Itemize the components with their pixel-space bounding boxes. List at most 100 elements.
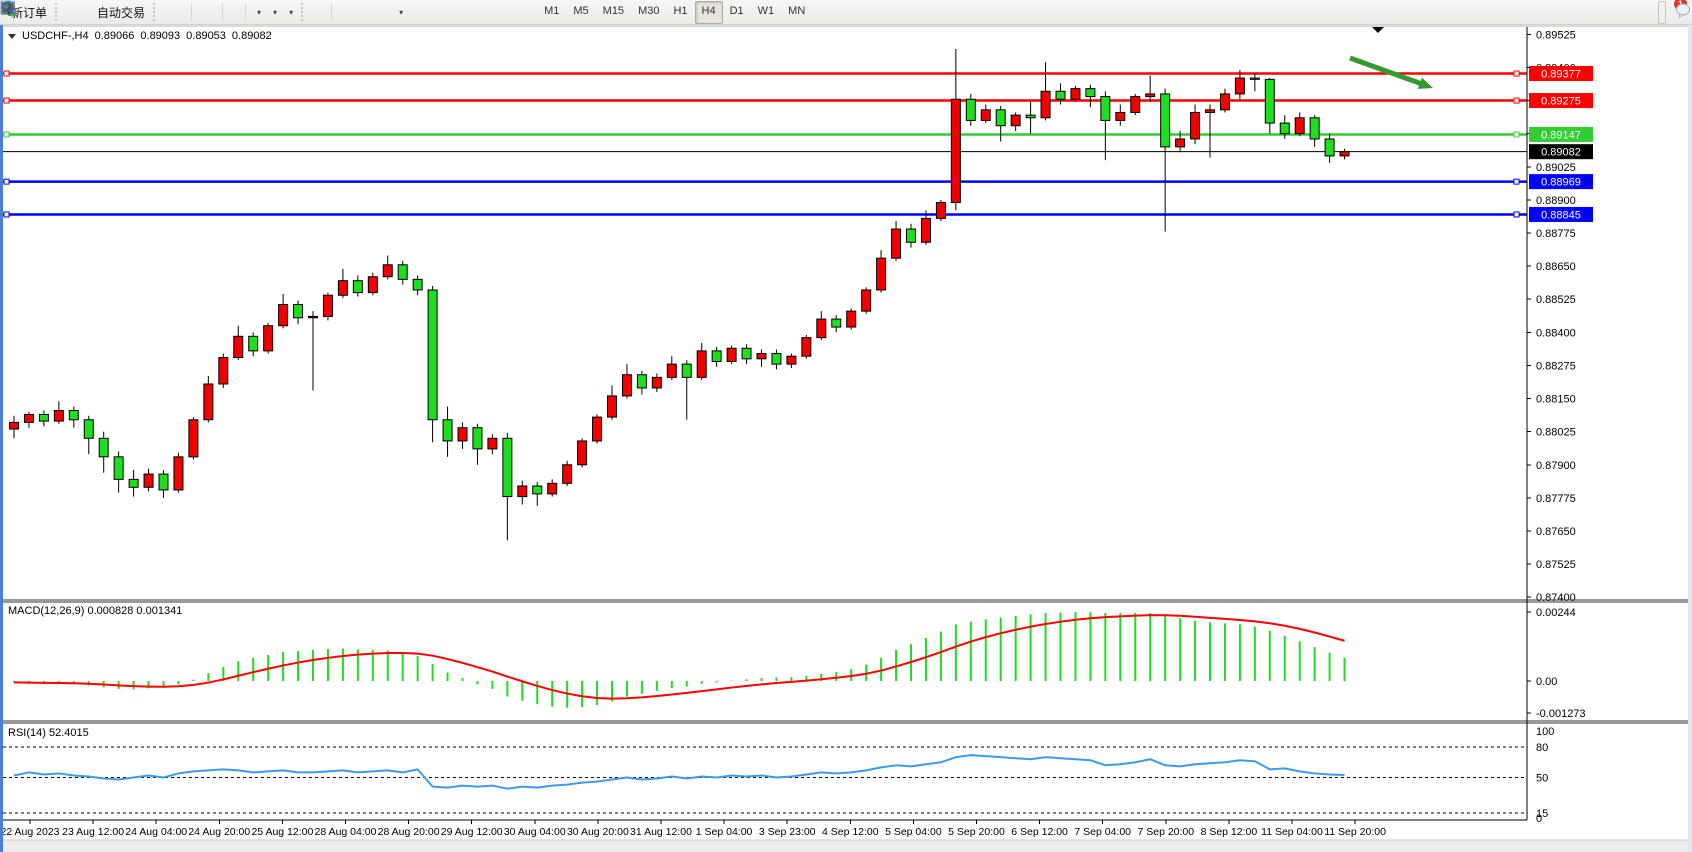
svg-text:A: A [4, 1, 12, 15]
chevron-down-icon: ▾ [273, 7, 278, 17]
timeframe-m15-button[interactable]: M15 [602, 4, 625, 17]
chart-menu-arrow-icon[interactable] [8, 33, 16, 39]
ohlc-low: 0.89053 [186, 30, 226, 42]
vertical-line-button[interactable] [7, 1, 343, 24]
svg-text:29 Aug 12:00: 29 Aug 12:00 [441, 826, 503, 838]
svg-text:0.88150: 0.88150 [1536, 394, 1576, 406]
svg-text:5 Sep 20:00: 5 Sep 20:00 [948, 826, 1005, 838]
svg-text:0.00244: 0.00244 [1536, 607, 1576, 619]
svg-text:15: 15 [1536, 808, 1548, 820]
svg-text:6 Sep 12:00: 6 Sep 12:00 [1011, 826, 1068, 838]
ohlc-close: 0.89082 [231, 30, 272, 42]
zoom-out-button[interactable] [1, 1, 211, 24]
chart-shift-button[interactable] [2, 1, 242, 24]
horizontal-line-button[interactable] [2, 1, 351, 24]
chart-symbol: USDCHF-,H4 [22, 30, 89, 42]
ohlc-high: 0.89093 [140, 30, 181, 42]
svg-text:25 Aug 12:00: 25 Aug 12:00 [251, 826, 313, 838]
chat-button[interactable]: 1 [1673, 0, 1690, 24]
svg-text:7 Sep 20:00: 7 Sep 20:00 [1137, 826, 1194, 838]
svg-text:0.88775: 0.88775 [1536, 228, 1576, 240]
autotrade-button[interactable]: 自动交易 [0, 1, 149, 24]
svg-text:24 Aug 04:00: 24 Aug 04:00 [125, 826, 187, 838]
timeframe-h4-button[interactable]: H4 [694, 0, 723, 24]
add-indicator-button[interactable]: ▾ [0, 0, 265, 24]
svg-text:0.89377: 0.89377 [1541, 69, 1581, 81]
macd-indicator-label: MACD(12,26,9) 0.000828 0.001341 [8, 605, 183, 617]
svg-text:F: F [10, 11, 14, 16]
svg-text:0.87650: 0.87650 [1536, 526, 1576, 538]
timeframe-d1-button[interactable]: D1 [729, 4, 744, 17]
svg-text:28 Aug 04:00: 28 Aug 04:00 [315, 826, 377, 838]
svg-text:23 Aug 12:00: 23 Aug 12:00 [62, 826, 124, 838]
auto-scroll-button[interactable] [2, 1, 234, 24]
svg-text:50: 50 [1536, 773, 1548, 785]
timeframe-m5-button[interactable]: M5 [573, 4, 589, 17]
svg-text:0.89525: 0.89525 [1536, 29, 1576, 41]
svg-text:24 Aug 20:00: 24 Aug 20:00 [188, 826, 250, 838]
channel-button[interactable]: E [1, 1, 367, 24]
autotrade-label: 自动交易 [97, 5, 146, 20]
timeframe-group: M1 M5 M15 M30 H1 H4 D1 W1 MN [537, 0, 812, 24]
svg-text:0.88900: 0.88900 [1536, 195, 1576, 207]
tile-windows-button[interactable] [2, 1, 219, 24]
svg-text:0.89147: 0.89147 [1541, 129, 1581, 141]
cursor-button[interactable] [4, 1, 320, 24]
signal-button[interactable] [2, 1, 90, 24]
bar-chart-button[interactable] [1, 1, 172, 24]
timeframe-m1-button[interactable]: M1 [544, 4, 560, 17]
chevron-down-icon: ▾ [257, 7, 262, 17]
templates-button[interactable]: ▾ [1, 1, 297, 24]
terminal-button[interactable] [1, 1, 82, 24]
svg-text:0.00: 0.00 [1536, 676, 1557, 688]
svg-text:22 Aug 2023: 22 Aug 2023 [1, 826, 60, 838]
arrows-tool-button[interactable]: ▾ [2, 1, 407, 24]
svg-text:5 Sep 04:00: 5 Sep 04:00 [885, 826, 942, 838]
toolbar-drag-handle[interactable] [55, 3, 62, 21]
svg-text:0.88525: 0.88525 [1536, 294, 1576, 306]
text-button[interactable]: A [4, 1, 383, 24]
new-order-label: 新订单 [11, 5, 48, 20]
svg-text:0.89275: 0.89275 [1541, 96, 1581, 108]
svg-text:11 Sep 04:00: 11 Sep 04:00 [1261, 826, 1323, 838]
search-button[interactable] [1, 0, 1666, 24]
svg-text:0.87525: 0.87525 [1536, 559, 1576, 571]
chart-shift-marker [1372, 27, 1384, 33]
svg-text:80: 80 [1536, 742, 1548, 754]
svg-text:100: 100 [1536, 726, 1554, 738]
line-chart-button[interactable] [1, 1, 188, 24]
chart-title: USDCHF-,H4 0.89066 0.89093 0.89053 0.890… [8, 30, 272, 42]
svg-text:0.88969: 0.88969 [1541, 177, 1581, 189]
zoom-in-button[interactable] [1, 1, 203, 24]
crosshair-button[interactable] [2, 1, 328, 24]
timeframe-w1-button[interactable]: W1 [757, 4, 775, 17]
candlestick-chart-button[interactable] [1, 1, 180, 24]
ohlc-open: 0.89066 [94, 30, 135, 42]
svg-text:1 Sep 04:00: 1 Sep 04:00 [696, 826, 753, 838]
svg-text:0.88400: 0.88400 [1536, 327, 1576, 339]
toolbar-drag-handle[interactable] [301, 3, 308, 21]
svg-text:0.89025: 0.89025 [1536, 162, 1576, 174]
svg-text:30 Aug 04:00: 30 Aug 04:00 [504, 826, 566, 838]
svg-text:0.88275: 0.88275 [1536, 360, 1576, 372]
trendline-button[interactable] [2, 1, 359, 24]
svg-text:7 Sep 04:00: 7 Sep 04:00 [1074, 826, 1131, 838]
svg-text:0.88025: 0.88025 [1536, 427, 1576, 439]
rsi-indicator-label: RSI(14) 52.4015 [8, 727, 89, 739]
svg-text:0: 0 [1536, 813, 1542, 825]
timeframe-m30-button[interactable]: M30 [638, 4, 660, 17]
fibonacci-button[interactable]: F [2, 1, 375, 24]
gold-ingot-button[interactable] [1, 1, 74, 24]
timeframe-h1-button[interactable]: H1 [673, 4, 688, 17]
periods-button[interactable]: ▾ [1, 1, 281, 24]
svg-text:T: T [6, 4, 12, 14]
svg-text:4 Sep 12:00: 4 Sep 12:00 [822, 826, 879, 838]
text-label-button[interactable]: T [1, 1, 391, 24]
svg-text:0.89082: 0.89082 [1541, 147, 1581, 159]
toolbar-drag-handle[interactable] [153, 3, 160, 21]
svg-text:3 Sep 23:00: 3 Sep 23:00 [759, 826, 816, 838]
svg-text:31 Aug 12:00: 31 Aug 12:00 [630, 826, 692, 838]
timeframe-mn-button[interactable]: MN [788, 4, 806, 17]
svg-text:28 Aug 20:00: 28 Aug 20:00 [378, 826, 440, 838]
